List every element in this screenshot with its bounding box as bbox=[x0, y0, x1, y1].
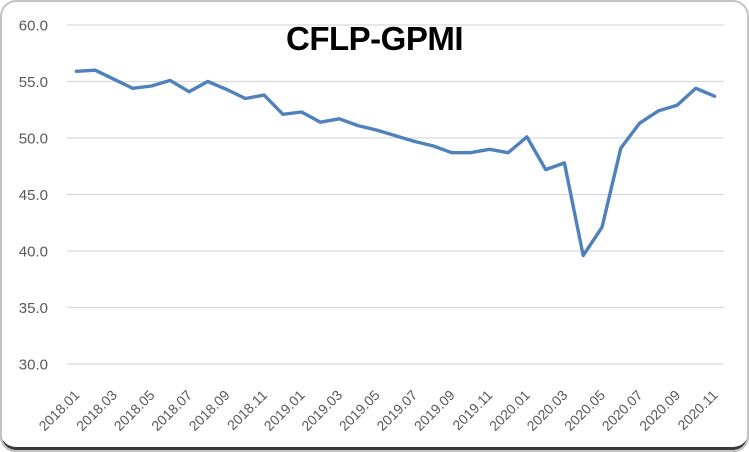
y-axis-tick-label: 40.0 bbox=[19, 244, 48, 261]
y-axis-tick-label: 45.0 bbox=[19, 187, 48, 204]
x-axis-tick-label: 2018.09 bbox=[186, 387, 233, 434]
x-axis-tick-label: 2020.09 bbox=[636, 387, 683, 434]
y-axis-tick-label: 55.0 bbox=[19, 74, 48, 91]
y-axis-tick-label: 60.0 bbox=[19, 18, 48, 35]
y-axis-tick-label: 35.0 bbox=[19, 300, 48, 317]
x-axis-tick-label: 2018.07 bbox=[148, 387, 195, 434]
x-axis-tick-label: 2020.11 bbox=[674, 387, 721, 434]
x-axis-tick-label: 2019.09 bbox=[411, 387, 458, 434]
x-axis-tick-label: 2020.03 bbox=[523, 387, 570, 434]
x-axis-tick-label: 2018.03 bbox=[73, 387, 120, 434]
pmi-series-line bbox=[74, 68, 717, 258]
y-axis-tick-label: 30.0 bbox=[19, 357, 48, 374]
x-axis-tick-label: 2020.07 bbox=[599, 387, 646, 434]
x-axis-tick-label: 2020.05 bbox=[561, 387, 608, 434]
x-axis-tick-label: 2019.01 bbox=[261, 387, 308, 434]
x-axis-tick-label: 2018.05 bbox=[111, 387, 158, 434]
x-axis-tick-label: 2019.07 bbox=[373, 387, 420, 434]
x-axis-tick-label: 2019.05 bbox=[336, 387, 383, 434]
y-axis-tick-label: 50.0 bbox=[19, 131, 48, 148]
x-axis-tick-label: 2020.01 bbox=[486, 387, 533, 434]
x-axis-tick-label: 2019.03 bbox=[298, 387, 345, 434]
x-axis-tick-label: 2018.01 bbox=[35, 387, 82, 434]
